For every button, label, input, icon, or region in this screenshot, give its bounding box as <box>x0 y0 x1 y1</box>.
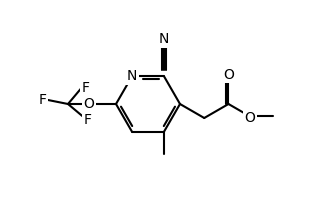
Text: F: F <box>39 93 47 107</box>
Text: F: F <box>82 81 90 95</box>
Text: F: F <box>83 113 91 127</box>
Text: O: O <box>84 97 94 111</box>
Text: N: N <box>159 32 169 46</box>
Text: O: O <box>223 68 234 82</box>
Text: N: N <box>127 69 137 83</box>
Text: O: O <box>245 111 256 125</box>
